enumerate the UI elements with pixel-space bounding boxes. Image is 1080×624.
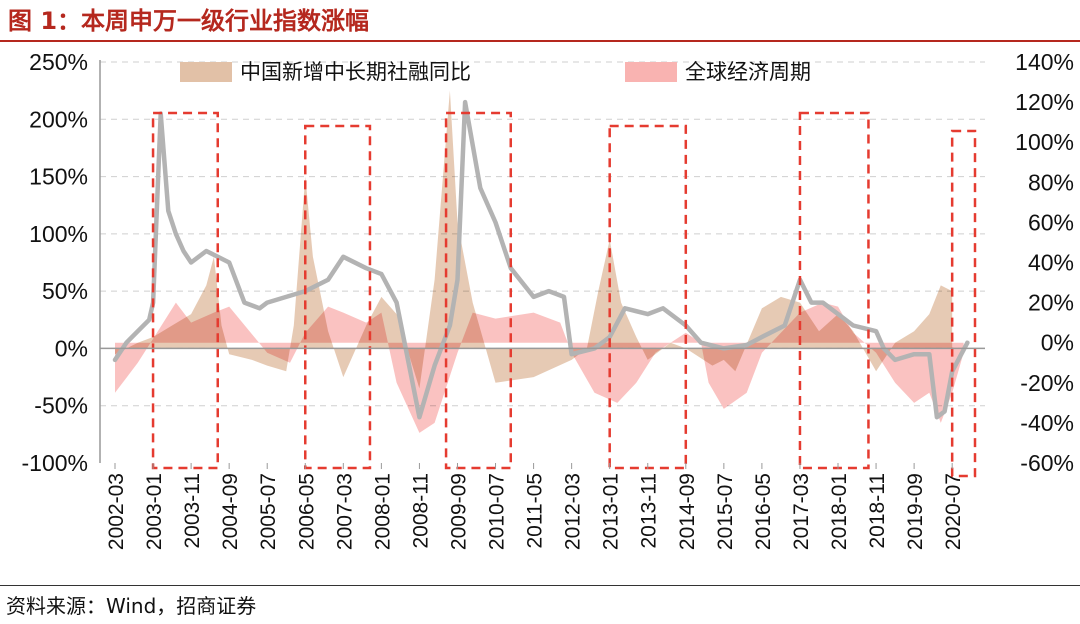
y-right-tick-label: 140% [1015, 49, 1074, 75]
y-right-tick-label: 120% [1015, 89, 1074, 115]
title-underline [0, 40, 1080, 42]
y-left-tick-label: 250% [29, 49, 88, 75]
x-tick-label: 2017-03 [790, 473, 813, 550]
y-right-tick-label: -20% [1020, 370, 1074, 396]
y-left-tick-label: 50% [42, 278, 88, 304]
highlight-box [608, 124, 688, 470]
legend-label: 中国新增中长期社融同比 [240, 60, 471, 84]
y-left-tick-label: 100% [29, 221, 88, 247]
y-right-tick-label: 0% [1041, 330, 1074, 356]
source-divider [0, 585, 1080, 586]
axes: -100% -50% 0% 50% 100% 150% 200% 250% -60% -40% -2… [22, 49, 1074, 550]
y-left-tick-label: 150% [29, 164, 88, 190]
source-note: 资料来源：Wind，招商证券 [6, 594, 257, 618]
x-tick-label: 2012-03 [562, 473, 585, 550]
legend-swatch [180, 62, 232, 82]
y-right-tick-label: -60% [1020, 450, 1074, 476]
x-tick-label: 2018-01 [828, 473, 851, 550]
x-tick-label: 2011-05 [524, 473, 547, 549]
area-series [115, 90, 964, 433]
x-tick-label: 2006-05 [295, 473, 318, 550]
y-left-tick-label: -50% [34, 393, 88, 419]
x-tick-label: 2014-09 [676, 473, 699, 550]
y-right-tick-label: 40% [1028, 250, 1074, 276]
x-tick-label: 2015-07 [714, 473, 737, 550]
legend-label: 全球经济周期 [685, 60, 811, 84]
x-tick-label: 2008-01 [371, 473, 394, 550]
area-series-1 [115, 90, 953, 389]
y-right-tick-label: -40% [1020, 410, 1074, 436]
y-left-tick-label: -100% [22, 450, 88, 476]
x-tick-label: 2005-07 [257, 473, 280, 550]
highlight-box [950, 129, 977, 478]
highlight-box [444, 111, 513, 470]
highlight-boxes [151, 111, 977, 478]
x-tick-label: 2016-05 [752, 473, 775, 550]
legend: 中国新增中长期社融同比 全球经济周期 [180, 60, 811, 84]
x-tick-label: 2020-07 [942, 473, 965, 550]
line-series [112, 99, 970, 420]
legend-swatch [625, 62, 677, 82]
y-right-tick-label: 60% [1028, 209, 1074, 235]
x-tick-label: 2019-09 [904, 473, 927, 550]
x-tick-label: 2007-03 [333, 473, 356, 550]
y-right-tick-label: 20% [1028, 290, 1074, 316]
y-left-tick-label: 0% [55, 335, 88, 361]
area-series-2 [115, 302, 964, 433]
chart: -100% -50% 0% 50% 100% 150% 200% 250% -60% -40% -2… [22, 49, 1074, 550]
x-tick-label: 2018-11 [866, 473, 889, 549]
y-left-tick-label: 200% [29, 106, 88, 132]
x-tick-label: 2003-11 [181, 473, 204, 549]
x-tick-label: 2013-01 [600, 473, 623, 550]
figure-title: 图 1：本周申万一级行业指数涨幅 [8, 7, 370, 35]
x-tick-label: 2008-11 [409, 473, 432, 549]
x-tick-label: 2010-07 [486, 473, 509, 550]
y-right-tick-label: 100% [1015, 129, 1074, 155]
highlight-box [304, 124, 372, 470]
x-tick-label: 2004-09 [219, 473, 242, 550]
y-right-tick-label: 80% [1028, 169, 1074, 195]
index-line-series [112, 99, 970, 420]
x-tick-label: 2002-03 [105, 473, 128, 550]
x-tick-label: 2013-11 [638, 473, 661, 549]
highlight-box [798, 111, 870, 470]
highlight-box [151, 111, 219, 470]
x-tick-label: 2009-09 [447, 473, 470, 550]
x-tick-label: 2003-01 [143, 473, 166, 550]
